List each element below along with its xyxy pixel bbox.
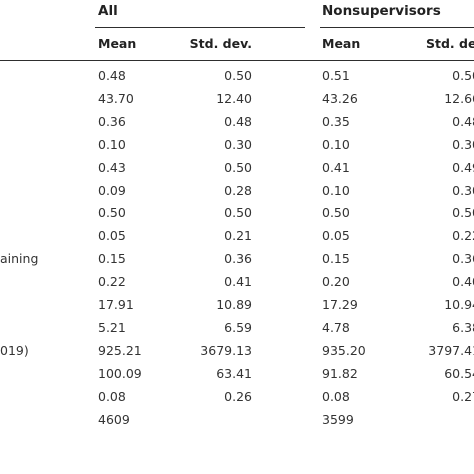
cell-mean-all: 0.48 — [98, 68, 126, 83]
cell-mean-nonsupervisors: 0.08 — [322, 389, 350, 404]
cell-stddev-nonsupervisors: 6.38 — [452, 320, 474, 335]
cell-mean-nonsupervisors: 0.41 — [322, 160, 350, 175]
group-header-nonsupervisors: Nonsupervisors — [322, 3, 441, 19]
header-rule — [0, 60, 474, 61]
cell-mean-all: 17.91 — [98, 297, 134, 312]
cell-mean-nonsupervisors: 0.50 — [322, 205, 350, 220]
cell-stddev-all: 0.36 — [224, 251, 252, 266]
cell-stddev-nonsupervisors: 0.30 — [452, 183, 474, 198]
cell-mean-all: 0.10 — [98, 137, 126, 152]
cell-stddev-nonsupervisors: 0.49 — [452, 160, 474, 175]
cell-stddev-nonsupervisors: 0.36 — [452, 251, 474, 266]
group-rule-nonsupervisors — [320, 27, 474, 28]
cell-stddev-all: 0.30 — [224, 137, 252, 152]
cell-stddev-nonsupervisors: 3797.41 — [428, 343, 474, 358]
cell-stddev-nonsupervisors: 0.30 — [452, 137, 474, 152]
cell-stddev-nonsupervisors: 0.48 — [452, 114, 474, 129]
cell-stddev-all: 0.41 — [224, 274, 252, 289]
cell-stddev-all: 0.21 — [224, 228, 252, 243]
cell-stddev-nonsupervisors: 0.50 — [452, 68, 474, 83]
cell-stddev-nonsupervisors: 60.54 — [444, 366, 474, 381]
cell-mean-all: 0.43 — [98, 160, 126, 175]
cell-stddev-nonsupervisors: 0.22 — [452, 228, 474, 243]
cell-stddev-all: 0.48 — [224, 114, 252, 129]
cell-mean-nonsupervisors: 43.26 — [322, 91, 358, 106]
cell-stddev-all: 63.41 — [216, 366, 252, 381]
cell-mean-all: 0.08 — [98, 389, 126, 404]
cell-mean-all: 0.50 — [98, 205, 126, 220]
cell-mean-all: 0.36 — [98, 114, 126, 129]
cell-mean-nonsupervisors: 4.78 — [322, 320, 350, 335]
cell-mean-nonsupervisors: 0.10 — [322, 137, 350, 152]
cell-mean-all: 0.15 — [98, 251, 126, 266]
cell-stddev-nonsupervisors: 0.50 — [452, 205, 474, 220]
cell-mean-all: 0.05 — [98, 228, 126, 243]
cell-mean-nonsupervisors: 91.82 — [322, 366, 358, 381]
cell-stddev-all: 12.40 — [216, 91, 252, 106]
cell-mean-all: 43.70 — [98, 91, 134, 106]
cell-mean-nonsupervisors: 0.05 — [322, 228, 350, 243]
cell-mean-nonsupervisors: 0.20 — [322, 274, 350, 289]
cell-mean-all: 0.22 — [98, 274, 126, 289]
cell-stddev-nonsupervisors: 10.94 — [444, 297, 474, 312]
cell-stddev-all: 6.59 — [224, 320, 252, 335]
cell-mean-nonsupervisors: 935.20 — [322, 343, 366, 358]
cell-stddev-all: 0.50 — [224, 68, 252, 83]
cell-mean-all: 100.09 — [98, 366, 142, 381]
cell-mean-nonsupervisors: 0.51 — [322, 68, 350, 83]
cell-mean-nonsupervisors: 0.35 — [322, 114, 350, 129]
row-label: 019) — [0, 343, 29, 358]
cell-mean-all: 925.21 — [98, 343, 142, 358]
cell-stddev-all: 0.28 — [224, 183, 252, 198]
cell-mean-all: 0.09 — [98, 183, 126, 198]
cell-stddev-nonsupervisors: 0.40 — [452, 274, 474, 289]
row-label: aining — [0, 251, 39, 266]
subheader-stddev-nonsupervisors: Std. dev — [426, 36, 474, 51]
subheader-mean-nonsupervisors: Mean — [322, 36, 361, 51]
group-rule-all — [95, 27, 305, 28]
group-header-all: All — [98, 3, 118, 19]
subheader-stddev-all: Std. dev. — [189, 36, 252, 51]
cell-mean-nonsupervisors: 0.10 — [322, 183, 350, 198]
cell-stddev-all: 0.26 — [224, 389, 252, 404]
cell-stddev-all: 0.50 — [224, 160, 252, 175]
cell-mean-all: 5.21 — [98, 320, 126, 335]
cell-mean-nonsupervisors: 17.29 — [322, 297, 358, 312]
cell-mean-all: 4609 — [98, 412, 130, 427]
cell-stddev-all: 3679.13 — [200, 343, 252, 358]
cell-mean-nonsupervisors: 0.15 — [322, 251, 350, 266]
cell-stddev-all: 0.50 — [224, 205, 252, 220]
cell-stddev-nonsupervisors: 12.66 — [444, 91, 474, 106]
subheader-mean-all: Mean — [98, 36, 137, 51]
cell-stddev-nonsupervisors: 0.27 — [452, 389, 474, 404]
cell-mean-nonsupervisors: 3599 — [322, 412, 354, 427]
cell-stddev-all: 10.89 — [216, 297, 252, 312]
